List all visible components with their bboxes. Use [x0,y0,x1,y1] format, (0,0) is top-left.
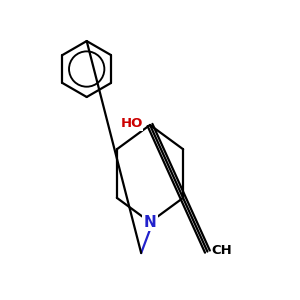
Text: CH: CH [211,244,232,256]
Text: N: N [144,214,156,230]
Text: HO: HO [120,117,142,130]
